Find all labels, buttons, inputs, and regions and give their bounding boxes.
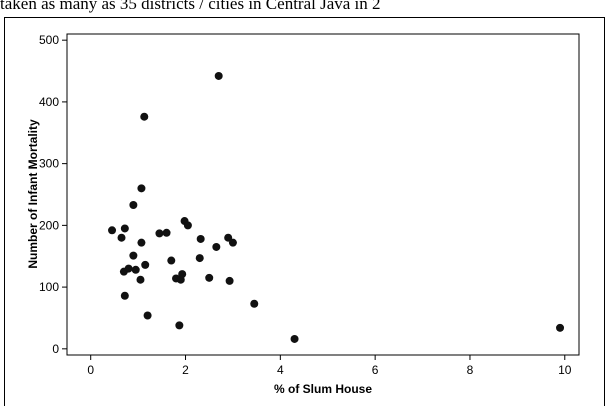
figure-frame (4, 17, 605, 406)
data-point (120, 224, 129, 233)
data-point (195, 254, 204, 263)
data-point (178, 270, 187, 279)
data-point (120, 291, 129, 300)
data-point (196, 234, 205, 243)
data-point (224, 233, 233, 242)
data-point (137, 184, 146, 193)
data-point (225, 276, 234, 285)
data-point (162, 228, 171, 237)
y-axis-title: Number of Infant Mortality (26, 119, 40, 269)
data-point (140, 112, 149, 121)
x-axis-title: % of Slum House (274, 382, 372, 396)
data-point (137, 238, 146, 247)
x-tick-label: 0 (87, 363, 94, 377)
data-point (183, 221, 192, 230)
data-point (175, 321, 184, 330)
y-tick-label: 500 (39, 33, 59, 47)
data-points (108, 71, 565, 343)
data-point (250, 299, 259, 308)
y-tick-label: 200 (39, 218, 59, 232)
data-point (228, 238, 237, 247)
y-tick-label: 400 (39, 95, 59, 109)
y-axis-ticks: 0 100 200 300 400 500 (39, 33, 67, 356)
data-point (124, 264, 133, 273)
x-tick-label: 4 (277, 363, 284, 377)
data-point (117, 233, 126, 242)
data-point (556, 323, 565, 332)
x-tick-label: 10 (558, 363, 572, 377)
data-point (155, 229, 164, 238)
data-point (129, 200, 138, 209)
x-tick-label: 2 (182, 363, 189, 377)
x-axis-ticks: 0 2 4 6 8 10 (87, 355, 572, 377)
data-point (131, 265, 140, 274)
data-point (212, 242, 221, 251)
data-point (108, 226, 117, 235)
data-point (136, 275, 145, 284)
data-point (143, 311, 152, 320)
data-point (214, 71, 223, 80)
y-tick-label: 300 (39, 157, 59, 171)
data-point (167, 256, 176, 265)
caption-fragment: taken as many as 35 districts / cities i… (0, 0, 381, 13)
y-tick-label: 0 (52, 342, 59, 356)
y-tick-label: 100 (39, 280, 59, 294)
x-tick-label: 6 (372, 363, 379, 377)
data-point (205, 273, 214, 282)
plot-area (66, 33, 580, 356)
x-tick-label: 8 (467, 363, 474, 377)
data-point (129, 251, 138, 260)
data-point (141, 260, 150, 269)
data-point (290, 334, 299, 343)
